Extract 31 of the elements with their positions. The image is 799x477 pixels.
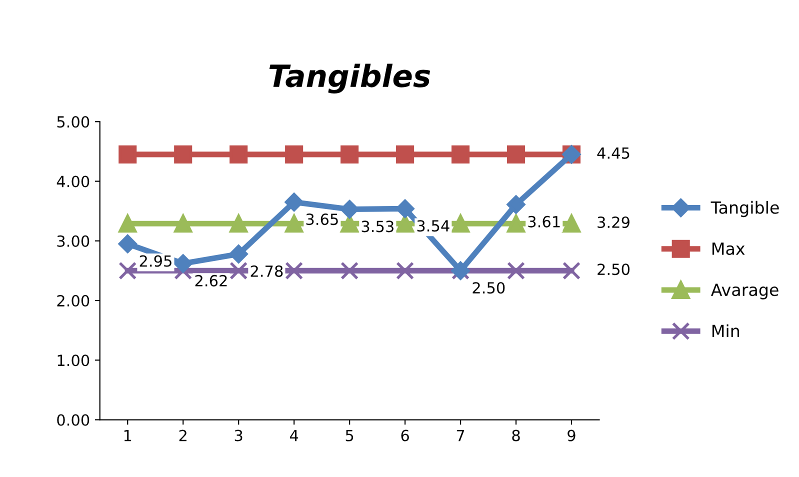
data-label: 2.50 — [598, 264, 630, 276]
legend-label: Tangible — [710, 200, 779, 218]
y-tick-label: 0.00 — [57, 414, 90, 426]
data-label: 4.45 — [597, 148, 630, 159]
data-label: 2.62 — [195, 274, 227, 286]
x-tick-label: 3 — [234, 430, 242, 442]
x-tick-label: 7 — [456, 430, 464, 442]
legend-label: Max — [712, 242, 745, 255]
data-label: 3.53 — [362, 220, 394, 232]
y-tick-label: 1.00 — [58, 354, 90, 366]
chart-title: Tangibles — [269, 64, 430, 94]
data-label: 3.61 — [528, 216, 560, 228]
x-tick-label: 2 — [179, 430, 186, 442]
x-tick-label: 1 — [124, 430, 132, 442]
x-tick-label: 6 — [401, 430, 409, 442]
data-label: 2.78 — [250, 265, 283, 277]
data-label: 2.95 — [140, 255, 172, 267]
data-label: 3.54 — [417, 220, 450, 232]
x-tick-label: 5 — [346, 430, 354, 442]
x-tick-label: 4 — [290, 430, 298, 442]
data-label: 3.29 — [598, 216, 630, 228]
y-tick-label: 2.00 — [57, 294, 90, 307]
x-tick-label: 8 — [512, 430, 520, 442]
y-tick-label: 4.00 — [56, 176, 90, 188]
x-tick-label: 9 — [568, 430, 576, 442]
data-label: 2.50 — [472, 282, 505, 294]
y-tick-label: 5.00 — [57, 116, 90, 128]
y-tick-label: 3.00 — [57, 235, 90, 247]
legend-label: Avarage — [710, 284, 778, 300]
data-label: 3.65 — [306, 214, 338, 226]
legend-label: Min — [712, 324, 740, 337]
